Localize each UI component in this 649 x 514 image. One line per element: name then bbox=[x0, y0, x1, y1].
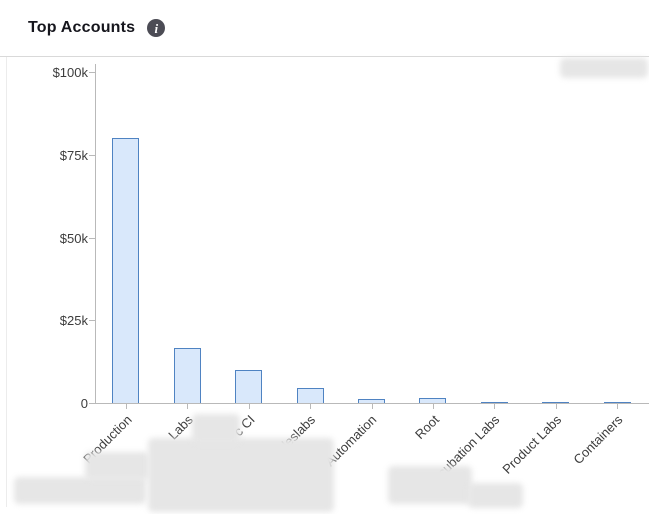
y-axis-tick bbox=[89, 155, 95, 156]
bar-automation[interactable] bbox=[358, 399, 385, 403]
y-axis bbox=[95, 64, 96, 404]
x-axis bbox=[95, 403, 649, 404]
y-axis-tick-label: $75k bbox=[59, 148, 88, 163]
redaction-blur bbox=[148, 438, 334, 512]
x-axis-tick bbox=[617, 404, 618, 409]
x-axis-tick bbox=[556, 404, 557, 409]
x-axis-label: Root bbox=[411, 412, 442, 443]
bar--saleslabs[interactable] bbox=[297, 388, 324, 403]
redaction-blur bbox=[560, 58, 648, 78]
bar-labs[interactable] bbox=[174, 348, 201, 403]
panel-title: Top Accounts bbox=[28, 19, 136, 36]
panel-left-border bbox=[6, 57, 7, 507]
x-axis-tick bbox=[372, 404, 373, 409]
x-axis-label: Product Labs bbox=[499, 412, 565, 477]
bar-incubation-labs[interactable] bbox=[481, 402, 508, 403]
redaction-blur bbox=[192, 414, 240, 444]
x-axis-label: Containers bbox=[570, 412, 626, 468]
y-axis-tick-label: $100k bbox=[52, 65, 88, 80]
redaction-blur bbox=[14, 477, 146, 504]
bar-root[interactable] bbox=[419, 398, 446, 403]
info-icon[interactable]: i bbox=[147, 19, 166, 37]
y-axis-tick bbox=[89, 320, 95, 321]
x-axis-tick bbox=[433, 404, 434, 409]
bar-product-labs[interactable] bbox=[542, 402, 569, 403]
redaction-blur bbox=[468, 483, 523, 508]
x-axis-tick bbox=[310, 404, 311, 409]
y-axis-tick-label: 0 bbox=[80, 396, 88, 411]
panel-header: Top Accounts i bbox=[0, 0, 649, 57]
bar-production[interactable] bbox=[112, 138, 139, 403]
x-axis-tick bbox=[494, 404, 495, 409]
y-axis-tick bbox=[89, 238, 95, 239]
y-axis-tick bbox=[89, 72, 95, 73]
y-axis-tick bbox=[89, 403, 95, 404]
info-icon-glyph: i bbox=[154, 20, 159, 36]
redaction-blur bbox=[85, 452, 149, 480]
y-axis-tick-label: $50k bbox=[59, 231, 88, 246]
x-axis-tick bbox=[187, 404, 188, 409]
y-axis-tick-label: $25k bbox=[59, 313, 88, 328]
bar-containers[interactable] bbox=[604, 402, 631, 403]
x-axis-tick bbox=[126, 404, 127, 409]
redaction-blur bbox=[388, 466, 472, 504]
bar-c-ci[interactable] bbox=[235, 370, 262, 403]
x-axis-tick bbox=[249, 404, 250, 409]
